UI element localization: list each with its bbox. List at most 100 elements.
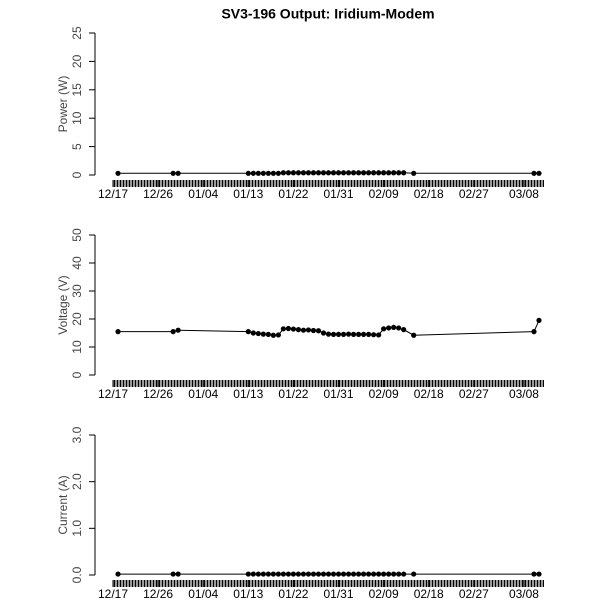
data-point [376,332,382,338]
x-tick-label: 01/04 [188,187,218,201]
x-tick-label: 12/17 [98,387,128,401]
y-tick-label: 20 [70,54,84,68]
data-point [340,331,347,337]
data-point [531,571,537,577]
y-axis-title: Voltage (V) [56,275,70,334]
data-point [305,327,312,333]
data-point [320,170,327,176]
y-tick-label: 2.0 [70,473,84,490]
data-point [365,571,372,577]
y-tick-label: 25 [70,26,84,40]
data-point [386,571,392,577]
data-point [381,170,387,176]
data-point [300,571,307,577]
data-point [310,327,317,334]
data-point [381,571,387,577]
data-point [335,170,342,176]
x-tick-label: 02/18 [414,387,444,401]
x-tick-label: 01/31 [324,587,354,600]
data-point [170,329,176,335]
y-tick-label: 10 [70,340,84,354]
data-point [376,170,382,176]
data-point [396,170,402,176]
x-tick-label: 01/04 [188,387,218,401]
data-point [536,571,542,577]
data-point [310,170,317,176]
data-point [411,571,417,577]
data-point [290,170,297,176]
x-tick-label: 01/04 [188,587,218,600]
data-point [345,571,352,577]
data-point [360,170,367,176]
data-point [371,332,377,338]
data-point [396,571,402,577]
data-point [350,571,357,577]
data-point [320,330,327,336]
data-point [280,326,286,332]
data-point [280,571,286,577]
y-tick-label: 0.0 [70,566,84,583]
data-point [270,332,276,338]
data-point [175,170,181,176]
data-point [245,571,251,577]
y-tick-label: 0 [70,171,84,178]
x-tick-label: 02/18 [414,187,444,201]
x-tick-label: 02/09 [369,587,399,600]
data-point [315,571,322,577]
data-point [411,332,417,338]
data-point [350,331,357,337]
data-point [531,329,537,335]
data-point [300,327,307,333]
data-point [175,571,181,577]
data-point [260,170,266,176]
x-tick-label: 03/08 [509,187,539,201]
data-point [401,170,407,176]
data-point [350,170,357,176]
data-point [255,170,261,176]
data-point [285,325,292,332]
data-point [391,170,397,176]
data-point [365,331,372,337]
data-point [300,170,307,176]
x-axis-band [113,180,544,187]
data-point [360,571,367,577]
x-tick-label: 02/27 [459,187,489,201]
data-point [536,170,542,176]
x-tick-label: 12/26 [143,587,173,600]
data-point [265,571,271,577]
data-point [330,571,337,577]
data-point [376,571,382,577]
data-point [275,332,281,338]
y-axis-title: Power (W) [56,76,70,133]
data-point [170,170,176,176]
x-tick-label: 02/27 [459,587,489,600]
y-tick-label: 1.0 [70,520,84,537]
x-axis-band [113,380,544,387]
data-point [255,330,261,337]
y-tick-label: 5 [70,143,84,150]
data-point [290,326,297,332]
y-tick-label: 0 [70,371,84,378]
y-tick-label: 15 [70,83,84,97]
data-point [250,170,256,176]
y-tick-label: 20 [70,312,84,326]
data-point [265,331,271,337]
x-tick-label: 02/18 [414,587,444,600]
data-point [345,331,352,337]
data-point [325,571,332,577]
x-tick-label: 01/13 [233,187,263,201]
y-tick-label: 10 [70,111,84,125]
x-tick-label: 12/17 [98,187,128,201]
chart-title: SV3-196 Output: Iridium-Modem [221,6,434,22]
data-point [536,317,542,323]
data-point [115,329,121,335]
x-tick-label: 01/22 [278,187,308,201]
data-point [335,331,342,337]
x-tick-label: 01/13 [233,387,263,401]
data-point [355,571,362,577]
data-point [411,170,417,176]
x-tick-label: 12/26 [143,387,173,401]
data-point [386,325,392,331]
data-point [340,571,347,577]
